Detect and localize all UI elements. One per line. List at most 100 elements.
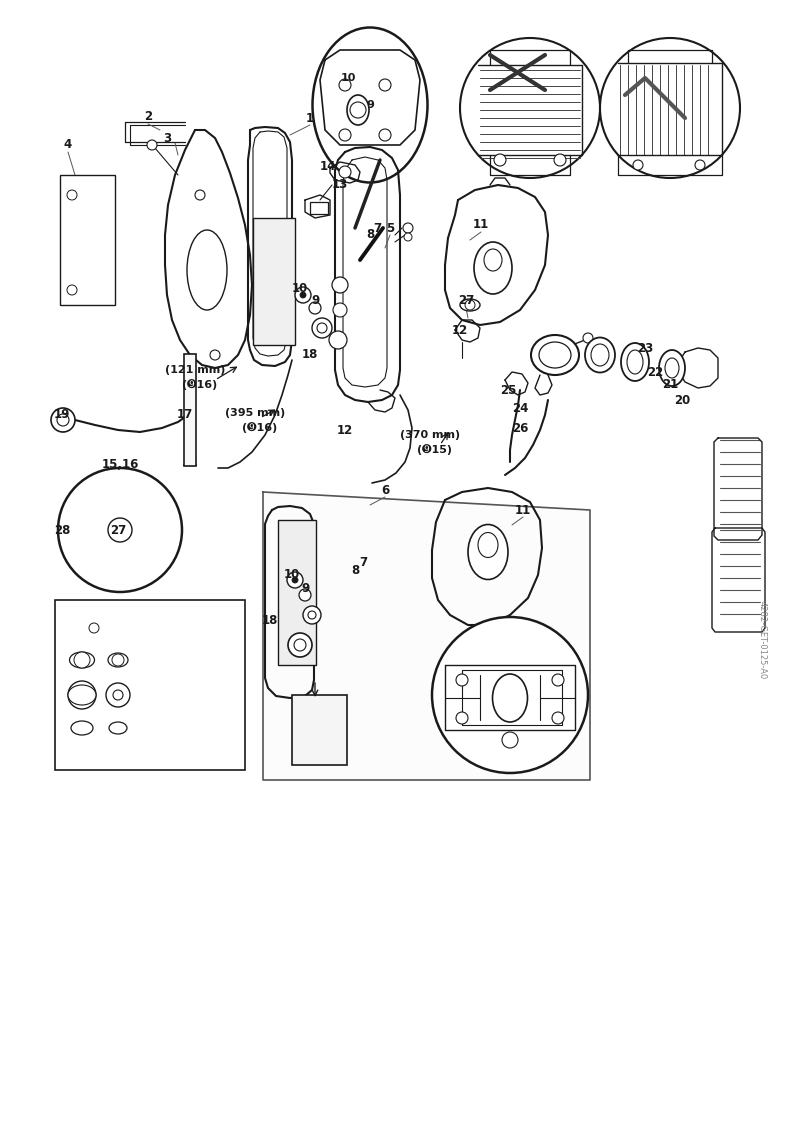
Circle shape xyxy=(494,154,506,166)
Circle shape xyxy=(312,318,332,338)
Ellipse shape xyxy=(187,230,227,310)
Text: 15,16: 15,16 xyxy=(102,458,138,472)
Text: 2: 2 xyxy=(144,111,152,123)
Circle shape xyxy=(195,190,205,200)
Bar xyxy=(184,354,196,466)
Circle shape xyxy=(350,102,366,118)
Circle shape xyxy=(600,38,740,178)
Circle shape xyxy=(456,713,468,724)
Polygon shape xyxy=(263,492,590,780)
Circle shape xyxy=(552,713,564,724)
Text: 25: 25 xyxy=(500,383,516,397)
Text: 1: 1 xyxy=(306,112,314,124)
Circle shape xyxy=(299,589,311,601)
Circle shape xyxy=(403,223,413,233)
Ellipse shape xyxy=(460,299,480,311)
Text: 27: 27 xyxy=(110,524,126,536)
Circle shape xyxy=(583,333,593,343)
Ellipse shape xyxy=(478,533,498,558)
Text: 9: 9 xyxy=(366,100,374,110)
Circle shape xyxy=(113,690,123,700)
Circle shape xyxy=(300,292,306,297)
Text: (121 mm): (121 mm) xyxy=(165,365,225,375)
Circle shape xyxy=(695,159,705,170)
Text: 24: 24 xyxy=(512,402,528,414)
Circle shape xyxy=(332,277,348,293)
Bar xyxy=(60,175,115,305)
Circle shape xyxy=(295,287,311,303)
Text: 22: 22 xyxy=(647,365,663,379)
Text: 9: 9 xyxy=(301,581,309,595)
Ellipse shape xyxy=(484,249,502,271)
Circle shape xyxy=(465,300,475,310)
Ellipse shape xyxy=(468,525,508,579)
Ellipse shape xyxy=(665,359,679,378)
Text: 10: 10 xyxy=(340,74,356,83)
Ellipse shape xyxy=(531,335,579,375)
Circle shape xyxy=(288,633,312,657)
Circle shape xyxy=(633,159,643,170)
Text: 20: 20 xyxy=(674,394,690,406)
Circle shape xyxy=(57,414,69,426)
Circle shape xyxy=(308,611,316,619)
Bar xyxy=(292,696,347,765)
Circle shape xyxy=(58,468,182,592)
Circle shape xyxy=(89,623,99,633)
Text: (370 mm): (370 mm) xyxy=(400,430,460,440)
Text: 9: 9 xyxy=(311,294,319,307)
Circle shape xyxy=(552,674,564,687)
Circle shape xyxy=(106,683,130,707)
Text: 11: 11 xyxy=(473,218,489,232)
Circle shape xyxy=(75,688,89,702)
Ellipse shape xyxy=(539,342,571,368)
Ellipse shape xyxy=(70,651,94,668)
Bar xyxy=(55,601,245,770)
Ellipse shape xyxy=(347,95,369,126)
Circle shape xyxy=(68,681,96,709)
Text: 28: 28 xyxy=(54,524,70,536)
Circle shape xyxy=(456,674,468,687)
Text: 6: 6 xyxy=(381,483,389,497)
Text: 18: 18 xyxy=(302,348,318,362)
Ellipse shape xyxy=(591,344,609,366)
Ellipse shape xyxy=(621,343,649,381)
Ellipse shape xyxy=(313,27,427,182)
Ellipse shape xyxy=(68,685,96,705)
Text: 4282-GET-0125-A0: 4282-GET-0125-A0 xyxy=(758,601,766,679)
Circle shape xyxy=(112,654,124,666)
Text: 5: 5 xyxy=(386,222,394,234)
Circle shape xyxy=(292,577,298,582)
Circle shape xyxy=(67,190,77,200)
Circle shape xyxy=(432,618,588,772)
Circle shape xyxy=(67,285,77,295)
Circle shape xyxy=(333,303,347,317)
Circle shape xyxy=(339,79,351,90)
Text: 13: 13 xyxy=(332,179,348,191)
Circle shape xyxy=(294,639,306,651)
Text: 27: 27 xyxy=(458,294,474,307)
Bar xyxy=(310,202,328,214)
Circle shape xyxy=(74,651,90,668)
Text: 21: 21 xyxy=(662,379,678,391)
Circle shape xyxy=(309,302,321,314)
Circle shape xyxy=(329,331,347,349)
Ellipse shape xyxy=(627,349,643,374)
Text: 10: 10 xyxy=(284,568,300,580)
Text: 8: 8 xyxy=(351,563,359,577)
Text: 17: 17 xyxy=(177,408,193,422)
Text: 14: 14 xyxy=(320,159,336,173)
Circle shape xyxy=(404,233,412,241)
Ellipse shape xyxy=(659,349,685,386)
Text: 11: 11 xyxy=(515,503,531,517)
Text: 19: 19 xyxy=(54,408,70,422)
Ellipse shape xyxy=(493,674,527,722)
Text: 12: 12 xyxy=(452,323,468,337)
Text: 26: 26 xyxy=(512,422,528,434)
Text: 10: 10 xyxy=(292,282,308,294)
Ellipse shape xyxy=(585,337,615,372)
Circle shape xyxy=(147,140,157,150)
Text: 18: 18 xyxy=(262,613,278,627)
Circle shape xyxy=(108,518,132,542)
Circle shape xyxy=(51,408,75,432)
Circle shape xyxy=(460,38,600,178)
